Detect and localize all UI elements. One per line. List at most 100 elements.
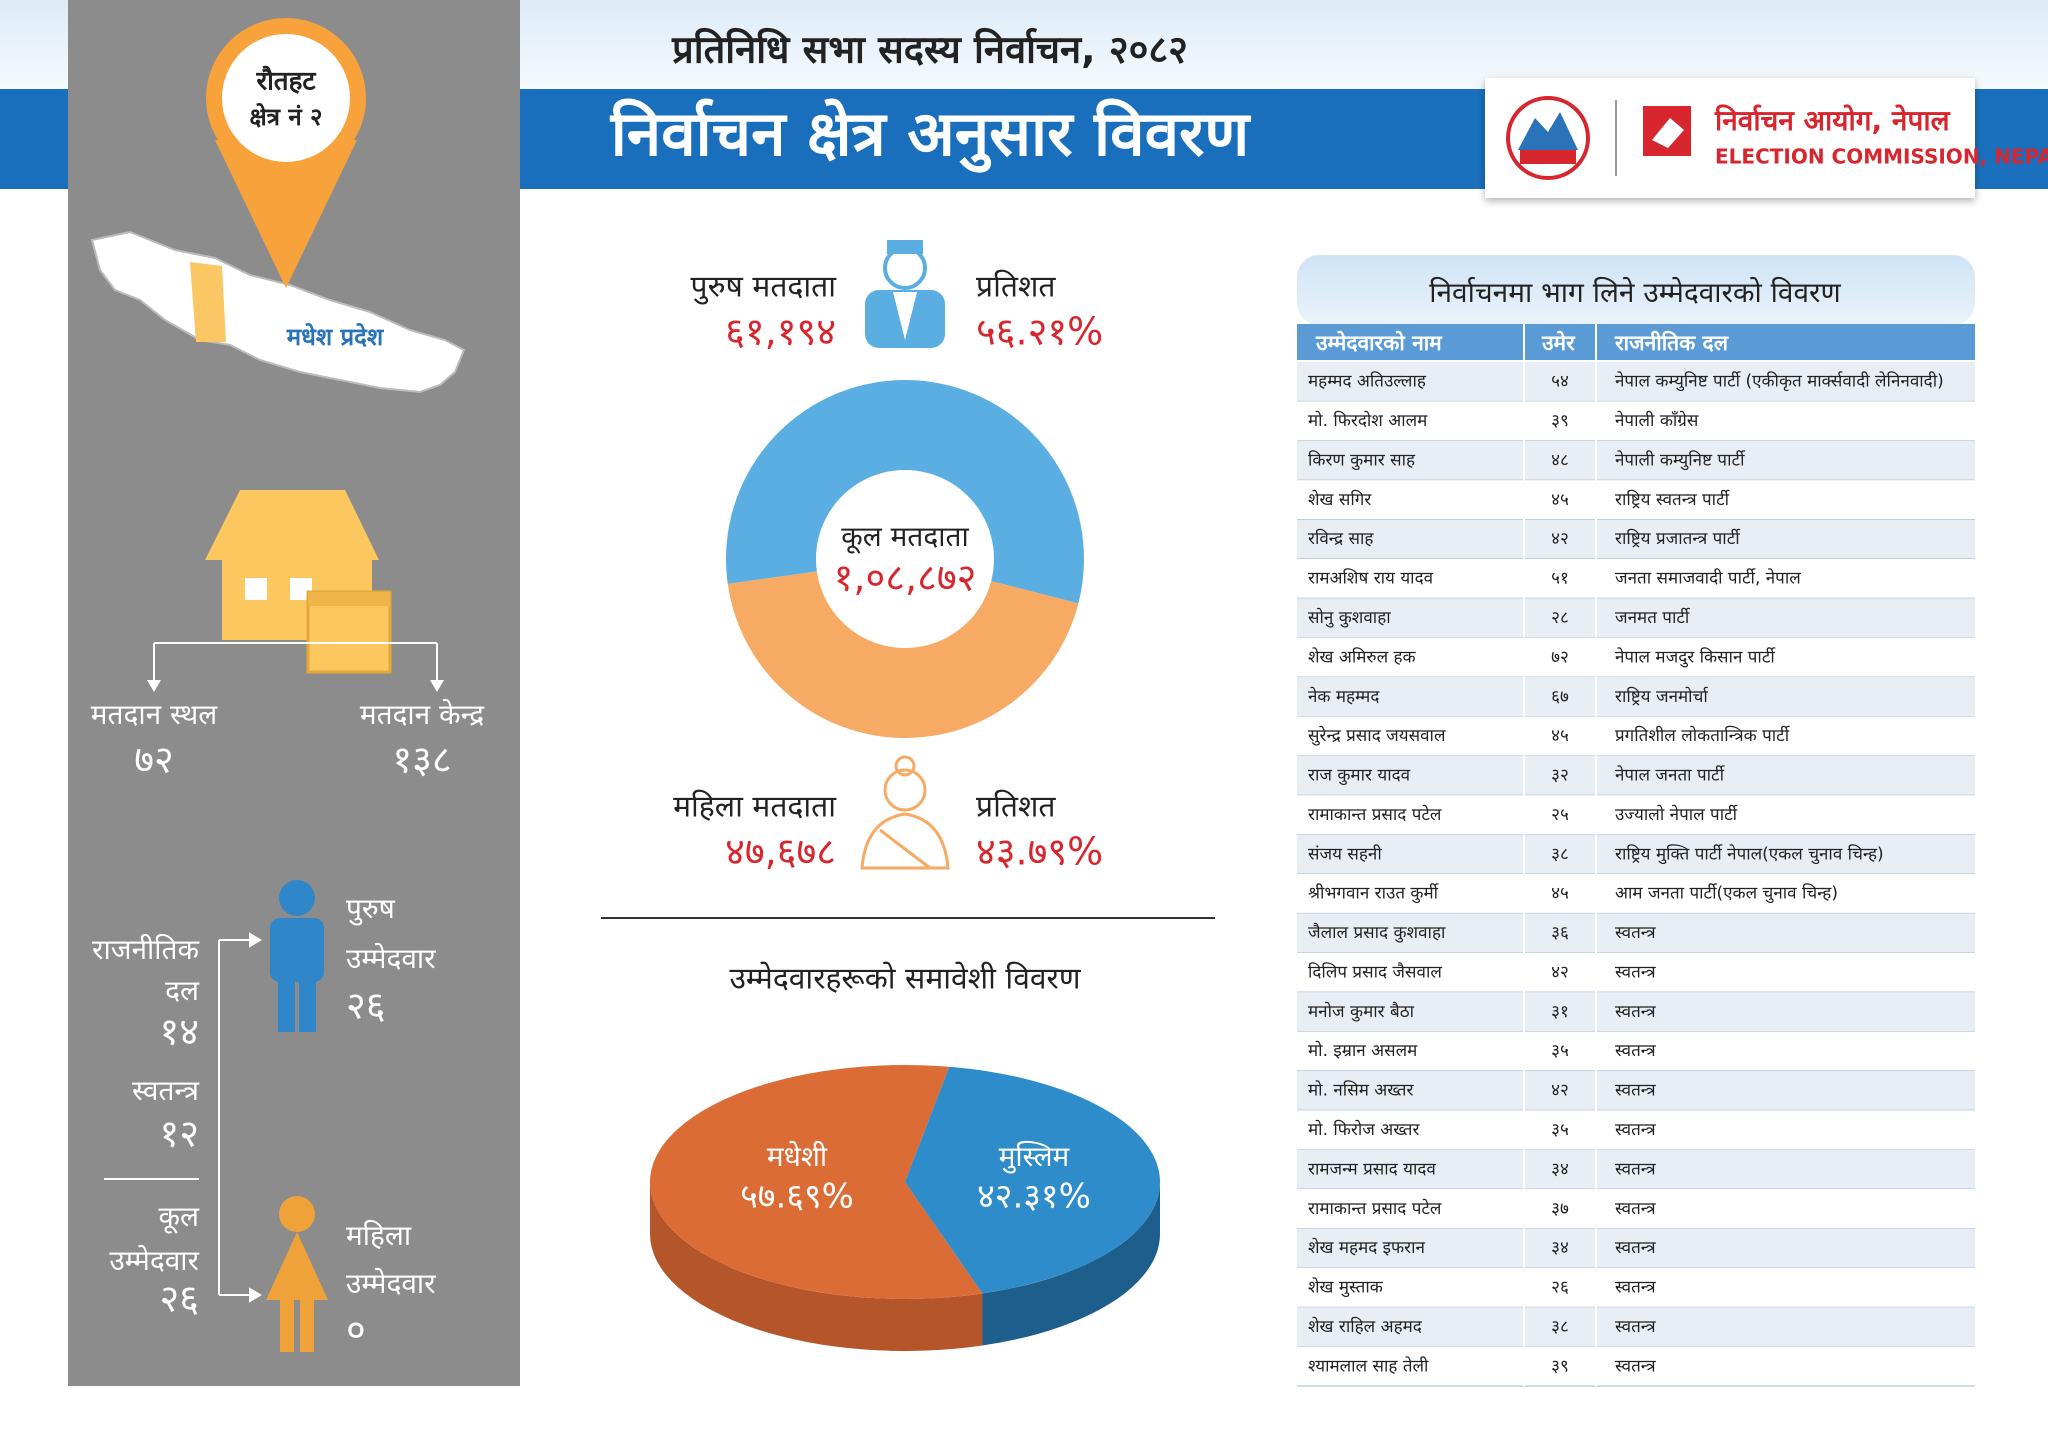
polling-places: ७२ xyxy=(134,738,174,782)
table-cell: ४८ xyxy=(1551,450,1569,470)
donut-segment xyxy=(726,379,1084,604)
table-cell: ६७ xyxy=(1551,687,1569,707)
female-candidates-label: उम्मेदवार xyxy=(346,1267,436,1300)
female-candidates-label: महिला xyxy=(346,1219,412,1252)
table-cell: स्वतन्त्र xyxy=(1615,1120,1656,1140)
table-row xyxy=(1297,440,1975,481)
table-cell: आम जनता पार्टी(एकल चुनाव चिन्ह) xyxy=(1615,883,1838,904)
table-body: महम्मद अतिउल्लाह ५४ नेपाल कम्युनिष्ट पार्ट… xyxy=(1297,324,1975,1387)
table-cell: ३२ xyxy=(1551,766,1569,786)
total-voters-label: कूल मतदाता xyxy=(841,520,969,554)
table-cell: ४५ xyxy=(1551,490,1569,510)
table-cell: ३९ xyxy=(1551,1356,1569,1376)
table-cell: सुरेन्द्र प्रसाद जयसवाल xyxy=(1308,725,1446,746)
table-cell: नेपाल मजदुर किसान पार्टी xyxy=(1615,646,1776,667)
table-title: निर्वाचनमा भाग लिने उम्मेदवारको विवरण xyxy=(1429,276,1841,309)
table-cell: ७२ xyxy=(1551,647,1569,667)
table-cell: नेक महम्मद xyxy=(1308,686,1380,707)
location-pin xyxy=(206,18,366,288)
table-cell: मो. नसिम अख्तर xyxy=(1308,1080,1414,1101)
table-row xyxy=(1297,1070,1975,1111)
table-cell: श्रीभगवान राउत कुर्मी xyxy=(1308,883,1440,904)
pie-side xyxy=(650,1182,983,1351)
table-cell: शेख मुस्ताक xyxy=(1308,1277,1384,1298)
table-cell: ३५ xyxy=(1551,1120,1569,1140)
pie-value-label: ४२.३१% xyxy=(977,1177,1091,1217)
table-cell: संजय सहनी xyxy=(1308,843,1382,864)
table-cell: ३५ xyxy=(1551,1041,1569,1061)
table-cell: २५ xyxy=(1551,805,1569,825)
table-row xyxy=(1297,362,1975,402)
table-title-bg xyxy=(1297,255,1975,325)
table-cell: स्वतन्त्र xyxy=(1615,1002,1656,1022)
table-cell: ३४ xyxy=(1551,1238,1569,1258)
table-cell: स्वतन्त्र xyxy=(1615,1199,1656,1219)
male-voter-icon xyxy=(865,240,945,348)
table-cell: राज कुमार यादव xyxy=(1308,766,1411,786)
table-row xyxy=(1297,677,1975,717)
table-cell: रामाकान्त प्रसाद पटेल xyxy=(1308,804,1442,825)
table-cell: ५४ xyxy=(1551,372,1569,392)
table-cell: ३६ xyxy=(1551,923,1569,943)
table-cell: ४५ xyxy=(1551,884,1569,904)
table-cell: शेख राहिल अहमद xyxy=(1308,1316,1423,1337)
table-cell: राष्ट्रिय मुक्ति पार्टी नेपाल(एकल चुनाव … xyxy=(1615,843,1884,864)
female-voters-count: ४७,६७८ xyxy=(725,830,836,874)
donut-segment xyxy=(727,571,1079,739)
table-cell: स्वतन्त्र xyxy=(1615,1041,1656,1061)
female-icon xyxy=(266,1196,328,1352)
table-row xyxy=(1297,1149,1975,1190)
logo-text-en: ELECTION COMMISSION, NEPAL xyxy=(1715,145,2048,169)
polling-centers: १३८ xyxy=(392,738,451,782)
table-row xyxy=(1297,795,1975,835)
table-row xyxy=(1297,1189,1975,1229)
party-label: राजनीतिक xyxy=(92,933,199,966)
total-label: कूल xyxy=(159,1200,201,1234)
table-cell: मो. फिरोज अख्तर xyxy=(1308,1119,1420,1140)
table-cell: नेपाली कम्युनिष्ट पार्टी xyxy=(1615,449,1746,470)
table-cell: शेख सगिर xyxy=(1308,489,1372,510)
polling-places-label: मतदान स्थल xyxy=(91,698,218,731)
map xyxy=(90,230,466,394)
table-cell: ३१ xyxy=(1551,1002,1569,1022)
table-cell: स्वतन्त्र xyxy=(1615,962,1656,982)
table-cell: राष्ट्रिय प्रजातन्त्र पार्टी xyxy=(1615,528,1741,549)
table-cell: रविन्द्र साह xyxy=(1308,528,1374,549)
table-row xyxy=(1297,401,1975,441)
table-cell: उज्यालो नेपाल पार्टी xyxy=(1615,804,1739,825)
table-cell: मो. इम्रान असलम xyxy=(1308,1040,1418,1061)
table-row xyxy=(1297,913,1975,953)
table-row xyxy=(1297,834,1975,874)
table-row xyxy=(1297,558,1975,599)
percent-label: प्रतिशत xyxy=(976,790,1056,825)
table-cell: जैलाल प्रसाद कुशवाहा xyxy=(1308,922,1446,943)
female-voter-icon xyxy=(860,755,950,870)
table-cell: रामअशिष राय यादव xyxy=(1308,568,1434,589)
table-row xyxy=(1297,874,1975,914)
table-cell: शेख अमिरुल हक xyxy=(1308,646,1417,667)
pie-value-label: ५७.६९% xyxy=(740,1177,854,1217)
table-row xyxy=(1297,1346,1975,1386)
polling-house xyxy=(147,490,444,692)
table-cell: ५१ xyxy=(1551,569,1569,589)
table-row xyxy=(1297,716,1975,756)
donut-chart xyxy=(726,379,1084,739)
female-voters-label: महिला मतदाता xyxy=(673,790,837,825)
table-header-bg xyxy=(1297,324,1975,360)
table-row xyxy=(1297,1228,1975,1268)
table-cell: श्यामलाल साह तेली xyxy=(1308,1355,1429,1376)
table-cell: स्वतन्त्र xyxy=(1615,1356,1656,1376)
table-row xyxy=(1297,992,1975,1032)
male-voters-label: पुरुष मतदाता xyxy=(691,270,838,306)
table-cell: प्रगतिशील लोकतान्त्रिक पार्टी xyxy=(1615,725,1791,746)
logo: निर्वाचन आयोग, नेपाल ELECTION COMMISSION… xyxy=(1485,78,2048,198)
table-cell: स्वतन्त्र xyxy=(1615,1278,1656,1298)
party-count: १४ xyxy=(159,1010,199,1054)
table-cell: नेपाल जनता पार्टी xyxy=(1615,765,1726,786)
table-row xyxy=(1297,480,1975,520)
female-percent: ४३.७९% xyxy=(976,830,1103,874)
table-cell: स्वतन्त्र xyxy=(1615,1081,1656,1101)
table-cell: ३९ xyxy=(1551,411,1569,431)
table-row xyxy=(1297,637,1975,678)
